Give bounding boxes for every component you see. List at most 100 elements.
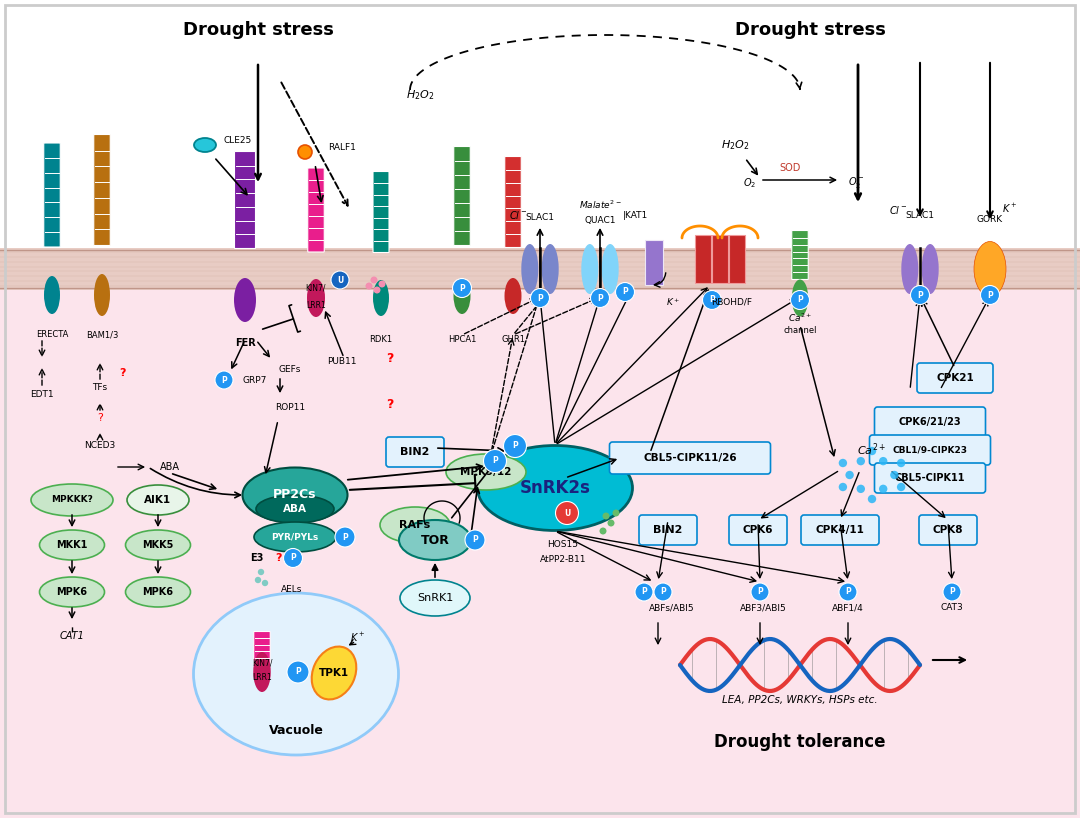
Text: P: P <box>642 587 647 596</box>
Circle shape <box>484 450 507 473</box>
Ellipse shape <box>921 244 939 294</box>
Ellipse shape <box>400 580 470 616</box>
Text: $O_2$: $O_2$ <box>743 176 757 190</box>
Text: BIN2: BIN2 <box>653 525 683 535</box>
Bar <box>0 248 1080 290</box>
Text: RDK1: RDK1 <box>369 335 392 344</box>
FancyBboxPatch shape <box>869 435 990 465</box>
Ellipse shape <box>373 280 389 316</box>
Ellipse shape <box>256 495 334 523</box>
Ellipse shape <box>44 276 60 314</box>
Text: RALF1: RALF1 <box>328 143 356 152</box>
Text: P: P <box>512 442 518 451</box>
Ellipse shape <box>522 244 538 294</box>
Text: RAFs: RAFs <box>400 520 431 530</box>
Bar <box>645 240 663 285</box>
Ellipse shape <box>477 446 633 531</box>
Text: NCED3: NCED3 <box>84 441 116 450</box>
Text: HOS15: HOS15 <box>548 541 579 550</box>
Text: $Cl^-$: $Cl^-$ <box>509 209 527 221</box>
Text: KIN7/: KIN7/ <box>306 284 326 293</box>
Circle shape <box>943 583 961 601</box>
FancyBboxPatch shape <box>917 363 993 393</box>
Circle shape <box>453 278 472 298</box>
Circle shape <box>503 434 527 457</box>
Text: U: U <box>564 509 570 518</box>
Text: CAT1: CAT1 <box>59 631 84 641</box>
Text: P: P <box>342 533 348 542</box>
Text: ABF1/4: ABF1/4 <box>832 604 864 613</box>
Text: ABFs/ABI5: ABFs/ABI5 <box>649 604 694 613</box>
Ellipse shape <box>792 280 808 317</box>
Text: HPCA1: HPCA1 <box>448 335 476 344</box>
Circle shape <box>599 528 607 534</box>
Text: $Malate^{2-}$: $Malate^{2-}$ <box>579 199 621 211</box>
Ellipse shape <box>94 274 110 316</box>
Text: MKK5: MKK5 <box>143 540 174 550</box>
Ellipse shape <box>902 244 918 294</box>
Text: P: P <box>472 536 477 545</box>
Text: SOD: SOD <box>780 163 800 173</box>
Circle shape <box>283 549 302 568</box>
Ellipse shape <box>307 279 325 317</box>
Text: ROP11: ROP11 <box>275 403 305 412</box>
Text: E3: E3 <box>251 553 264 563</box>
Ellipse shape <box>542 244 558 294</box>
Text: CPK8: CPK8 <box>933 525 963 535</box>
Text: GEFs: GEFs <box>279 366 301 375</box>
Text: GHR1: GHR1 <box>501 335 525 344</box>
Text: GRP7: GRP7 <box>243 375 267 384</box>
FancyBboxPatch shape <box>729 515 787 545</box>
Text: $Cl^-$: $Cl^-$ <box>889 204 907 216</box>
Circle shape <box>839 583 858 601</box>
Circle shape <box>839 483 847 491</box>
Text: CAT3: CAT3 <box>941 604 963 613</box>
Text: LRR1: LRR1 <box>252 673 272 682</box>
Ellipse shape <box>380 507 450 543</box>
Text: SnRK1: SnRK1 <box>417 593 454 603</box>
Text: MPK6: MPK6 <box>56 587 87 597</box>
Text: $H_2O_2$: $H_2O_2$ <box>720 138 750 152</box>
Text: GORK: GORK <box>977 215 1003 224</box>
Circle shape <box>839 459 847 467</box>
Circle shape <box>751 583 769 601</box>
Text: ?: ? <box>274 553 281 563</box>
Text: P: P <box>492 456 498 465</box>
Text: MPK6: MPK6 <box>143 587 174 597</box>
Circle shape <box>868 447 876 455</box>
Text: SLAC1: SLAC1 <box>526 213 554 222</box>
Text: P: P <box>797 295 802 304</box>
Text: AtPP2-B11: AtPP2-B11 <box>540 555 586 564</box>
Text: CPK6: CPK6 <box>743 525 773 535</box>
Text: FER: FER <box>234 338 255 348</box>
Ellipse shape <box>974 241 1005 296</box>
Text: P: P <box>846 587 851 596</box>
Text: CPK21: CPK21 <box>936 373 974 383</box>
Circle shape <box>365 282 373 290</box>
FancyBboxPatch shape <box>234 151 256 249</box>
Circle shape <box>856 457 865 465</box>
FancyBboxPatch shape <box>919 515 977 545</box>
Text: P: P <box>295 667 301 676</box>
Text: CLE25: CLE25 <box>224 136 252 145</box>
Text: |KAT1: |KAT1 <box>623 210 649 219</box>
Circle shape <box>555 501 579 524</box>
FancyBboxPatch shape <box>792 231 808 280</box>
FancyBboxPatch shape <box>504 156 522 248</box>
FancyBboxPatch shape <box>308 168 324 252</box>
Ellipse shape <box>253 652 271 692</box>
Text: Drought stress: Drought stress <box>183 21 334 39</box>
Text: CBL1/9-CIPK23: CBL1/9-CIPK23 <box>892 446 968 455</box>
Text: BIN2: BIN2 <box>401 447 430 457</box>
Text: LRR1: LRR1 <box>306 300 326 309</box>
Text: CBL5-CIPK11: CBL5-CIPK11 <box>894 473 966 483</box>
Text: AELs: AELs <box>281 586 302 595</box>
Text: MPKKK?: MPKKK? <box>51 496 93 505</box>
Text: ?: ? <box>387 352 394 365</box>
Ellipse shape <box>127 485 189 515</box>
FancyBboxPatch shape <box>373 172 389 253</box>
Text: $O_2^-$: $O_2^-$ <box>848 176 864 191</box>
FancyBboxPatch shape <box>801 515 879 545</box>
Circle shape <box>330 271 349 289</box>
Text: PUB11: PUB11 <box>327 357 356 366</box>
